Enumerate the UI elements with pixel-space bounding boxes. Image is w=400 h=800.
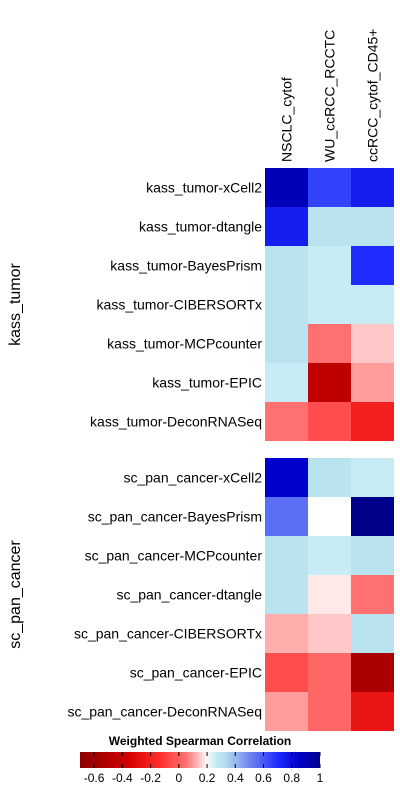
color-legend: Weighted Spearman Correlation -0.6 -0.4 -0… <box>80 734 324 785</box>
column-labels: NSCLC_cytof WU_ccRCC_RCCTC ccRCC_cytof_CD4… <box>279 29 381 162</box>
heatmap-cell <box>308 497 351 536</box>
heatmap-cell <box>308 614 351 653</box>
heatmap-cell <box>308 458 351 497</box>
row-label: sc_pan_cancer-xCell2 <box>123 470 262 486</box>
heatmap-cell <box>308 363 351 402</box>
row-label: kass_tumor-DeconRNASeq <box>90 414 262 430</box>
row-label: kass_tumor-xCell2 <box>146 180 262 196</box>
heatmap-cell <box>308 402 351 441</box>
group-label: sc_pan_cancer <box>7 540 24 649</box>
heatmap-cell <box>308 168 351 207</box>
heatmap-cell <box>308 207 351 246</box>
heatmap-cell <box>351 692 394 731</box>
legend-color-bar <box>80 752 320 768</box>
legend-tick-label: -0.6 <box>84 771 105 785</box>
heatmap-cell <box>308 692 351 731</box>
heatmap-cells <box>265 168 394 731</box>
row-label: kass_tumor-MCPcounter <box>107 336 262 352</box>
heatmap-cell <box>351 168 394 207</box>
heatmap-cell <box>265 653 308 692</box>
heatmap-cell <box>351 575 394 614</box>
legend-tick-label: 0 <box>175 771 182 785</box>
heatmap-cell <box>351 497 394 536</box>
legend-tick-label: -0.2 <box>140 771 161 785</box>
heatmap-cell <box>265 614 308 653</box>
row-label: sc_pan_cancer-DeconRNASeq <box>67 704 262 720</box>
column-label: WU_ccRCC_RCCTC <box>322 30 338 162</box>
heatmap-cell <box>265 324 308 363</box>
heatmap-cell <box>308 285 351 324</box>
heatmap-cell <box>265 285 308 324</box>
heatmap-cell <box>265 402 308 441</box>
row-label: kass_tumor-EPIC <box>152 375 262 391</box>
heatmap-cell <box>265 497 308 536</box>
column-label: NSCLC_cytof <box>279 77 295 162</box>
legend-tick-label: 0.8 <box>283 771 300 785</box>
group-label: kass_tumor <box>7 262 24 345</box>
legend-tick-label: 0.2 <box>199 771 216 785</box>
heatmap-cell <box>265 168 308 207</box>
row-label: kass_tumor-BayesPrism <box>110 258 262 274</box>
row-label: kass_tumor-CIBERSORTx <box>97 297 262 313</box>
heatmap-cell <box>351 402 394 441</box>
heatmap-cell <box>351 536 394 575</box>
heatmap-cell <box>265 363 308 402</box>
legend-title: Weighted Spearman Correlation <box>109 734 291 748</box>
heatmap-cell <box>351 285 394 324</box>
heatmap-cell <box>351 324 394 363</box>
heatmap-cell <box>265 575 308 614</box>
row-label: kass_tumor-dtangle <box>139 219 262 235</box>
legend-ticks: -0.6 -0.4 -0.2 0 0.2 0.4 0.6 0.8 1 <box>84 752 324 785</box>
heatmap-cell <box>265 536 308 575</box>
heatmap-cell <box>351 653 394 692</box>
row-label: sc_pan_cancer-CIBERSORTx <box>74 626 262 642</box>
row-labels: kass_tumor-xCell2 kass_tumor-dtangle kass_… <box>67 180 262 720</box>
legend-tick-label: 1 <box>317 771 324 785</box>
heatmap-cell <box>351 363 394 402</box>
row-label: sc_pan_cancer-MCPcounter <box>85 548 263 564</box>
heatmap-cell <box>265 207 308 246</box>
heatmap-cell <box>308 653 351 692</box>
heatmap-cell <box>351 246 394 285</box>
group-labels: kass_tumor sc_pan_cancer <box>7 262 24 648</box>
heatmap-cell <box>308 575 351 614</box>
heatmap-cell <box>351 458 394 497</box>
row-label: sc_pan_cancer-BayesPrism <box>88 509 262 525</box>
row-label: sc_pan_cancer-EPIC <box>130 665 262 681</box>
heatmap-cell <box>265 692 308 731</box>
column-label: ccRCC_cytof_CD45+ <box>365 29 381 162</box>
row-label: sc_pan_cancer-dtangle <box>116 587 262 603</box>
legend-tick-label: 0.4 <box>227 771 244 785</box>
heatmap-cell <box>308 324 351 363</box>
legend-tick-label: -0.4 <box>112 771 133 785</box>
heatmap-cell <box>351 207 394 246</box>
heatmap-cell <box>265 246 308 285</box>
heatmap-cell <box>308 536 351 575</box>
heatmap-cell <box>308 246 351 285</box>
heatmap-cell <box>351 614 394 653</box>
heatmap-cell <box>265 458 308 497</box>
legend-tick-label: 0.6 <box>255 771 272 785</box>
